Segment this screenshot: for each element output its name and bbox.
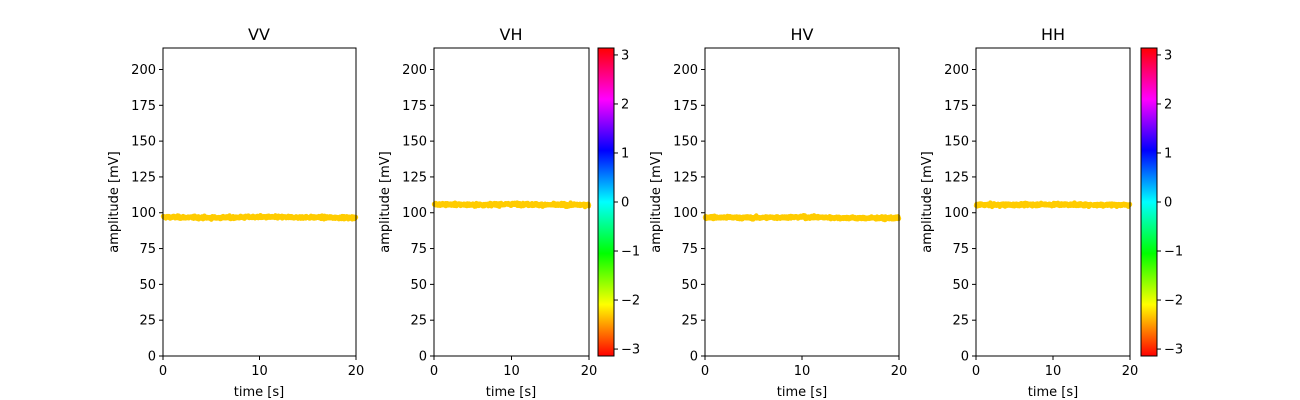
colorbar-body	[1140, 47, 1158, 357]
y-axis-label: amplitude [mV]	[920, 151, 935, 253]
y-tick-label: 150	[944, 135, 969, 150]
y-axis-label: amplitude [mV]	[107, 151, 122, 253]
x-axis-label: time [s]	[234, 385, 284, 400]
y-tick-label: 50	[410, 278, 427, 293]
y-tick-label: 75	[410, 242, 427, 257]
panel-hh: HH amplitude [mV] time [s] 0255075100125…	[920, 25, 1183, 400]
x-axis-label: time [s]	[486, 385, 536, 400]
x-axis-label: time [s]	[1028, 385, 1078, 400]
colorbar-body	[597, 47, 615, 357]
y-tick-label: 0	[419, 350, 427, 365]
y-tick-label: 25	[139, 314, 156, 329]
y-tick-label: 100	[673, 206, 698, 221]
x-tick-label: 0	[701, 364, 709, 379]
y-tick-label: 175	[131, 99, 156, 114]
data-points	[431, 200, 592, 210]
y-tick-label: 125	[131, 170, 156, 185]
panel-title: VV	[248, 25, 270, 44]
x-tick-label: 10	[1045, 364, 1062, 379]
x-tick-label: 0	[430, 364, 438, 379]
x-tick-label: 0	[972, 364, 980, 379]
y-tick-label: 50	[952, 278, 969, 293]
y-tick-label: 150	[402, 135, 427, 150]
y-tick-label: 125	[673, 170, 698, 185]
x-axis-label: time [s]	[777, 385, 827, 400]
y-tick-label: 200	[673, 63, 698, 78]
y-axis-label: amplitude [mV]	[649, 151, 664, 253]
y-tick-label: 50	[139, 278, 156, 293]
colorbar-tick-label: 2	[621, 97, 629, 112]
colorbar: 3 2 1 0 −1 −2 −3	[597, 47, 640, 358]
panel-title: HH	[1041, 25, 1065, 44]
panel-title: VH	[500, 25, 523, 44]
panel-title: HV	[791, 25, 814, 44]
y-tick-label: 200	[131, 63, 156, 78]
y-tick-label: 175	[944, 99, 969, 114]
y-tick-label: 75	[952, 242, 969, 257]
colorbar-tick-label: −3	[1164, 343, 1183, 358]
y-tick-label: 100	[131, 206, 156, 221]
x-tick-label: 20	[1122, 364, 1139, 379]
colorbar-tick-label: 0	[1164, 196, 1172, 211]
y-tick-label: 100	[402, 206, 427, 221]
data-points	[973, 200, 1133, 210]
y-tick-label: 200	[402, 63, 427, 78]
colorbar-tick-label: −3	[621, 343, 640, 358]
colorbar-tick-label: −2	[621, 294, 640, 309]
colorbar-tick-label: 3	[1164, 48, 1172, 63]
colorbar-tick-label: 1	[1164, 146, 1172, 161]
y-tick-label: 125	[402, 170, 427, 185]
y-tick-label: 75	[681, 242, 698, 257]
y-tick-label: 25	[681, 314, 698, 329]
y-tick-label: 50	[681, 278, 698, 293]
y-tick-label: 25	[952, 314, 969, 329]
colorbar: 3 2 1 0 −1 −2 −3	[1140, 47, 1183, 358]
x-tick-label: 10	[794, 364, 811, 379]
y-tick-label: 0	[961, 350, 969, 365]
colorbar-tick-label: 2	[1164, 97, 1172, 112]
data-points	[702, 213, 902, 223]
y-tick-label: 175	[402, 99, 427, 114]
y-tick-label: 200	[944, 63, 969, 78]
colorbar-tick-label: −1	[1164, 245, 1183, 260]
panel-vh: VH amplitude [mV] time [s] 0255075100125…	[378, 25, 640, 400]
x-tick-label: 0	[159, 364, 167, 379]
colorbar-tick-label: 1	[621, 146, 629, 161]
y-tick-label: 25	[410, 314, 427, 329]
x-tick-label: 10	[251, 364, 268, 379]
x-tick-label: 20	[348, 364, 365, 379]
y-tick-label: 100	[944, 206, 969, 221]
y-tick-label: 150	[673, 135, 698, 150]
y-tick-label: 0	[690, 350, 698, 365]
colorbar-tick-label: 3	[621, 48, 629, 63]
y-tick-label: 125	[944, 170, 969, 185]
panel-hv: HV amplitude [mV] time [s] 0255075100125…	[649, 25, 907, 400]
y-axis-label: amplitude [mV]	[378, 151, 393, 253]
colorbar-tick-label: 0	[621, 196, 629, 211]
colorbar-tick-label: −2	[1164, 294, 1183, 309]
y-tick-label: 175	[673, 99, 698, 114]
colorbar-tick-label: −1	[621, 245, 640, 260]
x-tick-label: 20	[581, 364, 598, 379]
data-points	[160, 212, 359, 222]
x-tick-label: 20	[891, 364, 908, 379]
y-tick-label: 150	[131, 135, 156, 150]
y-tick-label: 0	[148, 350, 156, 365]
panel-vv: VV amplitude [mV] time [s] 0255075100125…	[107, 25, 364, 400]
x-tick-label: 10	[503, 364, 520, 379]
y-tick-label: 75	[139, 242, 156, 257]
